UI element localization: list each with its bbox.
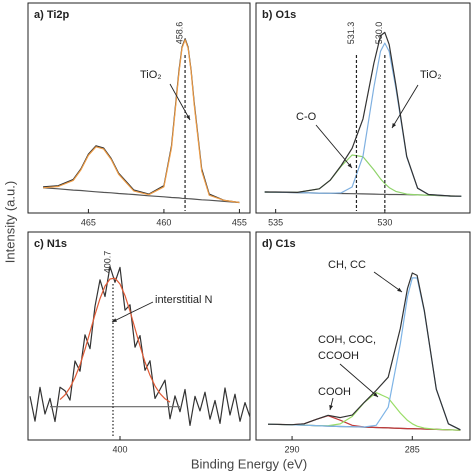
panel-title: d) C1s [262, 238, 296, 250]
annotation: COOH [318, 386, 351, 398]
annotation-arrow [391, 84, 419, 129]
spectrum-line [264, 31, 462, 197]
panel-frame [27, 2, 251, 214]
x-tick-label: 455 [232, 217, 247, 227]
arrow-head [329, 405, 334, 410]
arrow-head [392, 123, 397, 128]
spectrum-line [267, 272, 461, 431]
annotation-arrow [169, 83, 191, 121]
spectrum-line [43, 38, 240, 204]
annotation: interstitial N [155, 294, 213, 306]
spectrum-line [59, 277, 171, 403]
reference-label: 458.6 [174, 22, 184, 45]
annotation-arrow [339, 363, 379, 398]
arrow-head [347, 163, 352, 168]
annotation-arrow [111, 301, 154, 323]
x-tick-label: 290 [285, 444, 300, 454]
reference-label: 530.0 [374, 22, 384, 45]
annotation-arrow [373, 271, 403, 293]
spectrum-line [267, 415, 461, 431]
annotation: CH, CC [328, 259, 366, 271]
panel-title: b) O1s [262, 9, 296, 21]
x-tick-label: 535 [268, 217, 283, 227]
spectrum-line [29, 265, 251, 426]
annotation: TiO₂ [420, 69, 442, 81]
x-tick-label: 465 [81, 217, 96, 227]
annotation: CCOOH [318, 350, 359, 362]
x-tick-label: 285 [405, 444, 420, 454]
spectrum-line [43, 39, 240, 204]
panel-frame [255, 2, 471, 214]
panel-title: c) N1s [34, 238, 67, 250]
annotation: TiO₂ [140, 69, 162, 81]
arrow-head [112, 318, 117, 322]
arrow-head [373, 392, 378, 397]
panel-title: a) Ti2p [34, 9, 70, 21]
reference-label: 531.3 [346, 22, 356, 45]
annotation: C-O [296, 111, 317, 123]
annotation: COH, COC, [318, 334, 376, 346]
arrow-head [186, 115, 190, 120]
x-tick-label: 400 [112, 444, 127, 454]
panel-frame [27, 231, 251, 441]
x-axis-label: Binding Energy (eV) [191, 456, 307, 471]
spectrum-line [43, 187, 240, 204]
panel-frame [255, 231, 471, 441]
reference-label: 400.7 [102, 251, 112, 274]
x-tick-label: 530 [377, 217, 392, 227]
arrow-head [397, 287, 402, 292]
y-axis-label: Intensity (a.u.) [2, 181, 17, 263]
spectrum-line [264, 154, 462, 197]
annotation-arrow [315, 124, 353, 169]
x-tick-label: 460 [156, 217, 171, 227]
spectrum-line [267, 277, 461, 431]
